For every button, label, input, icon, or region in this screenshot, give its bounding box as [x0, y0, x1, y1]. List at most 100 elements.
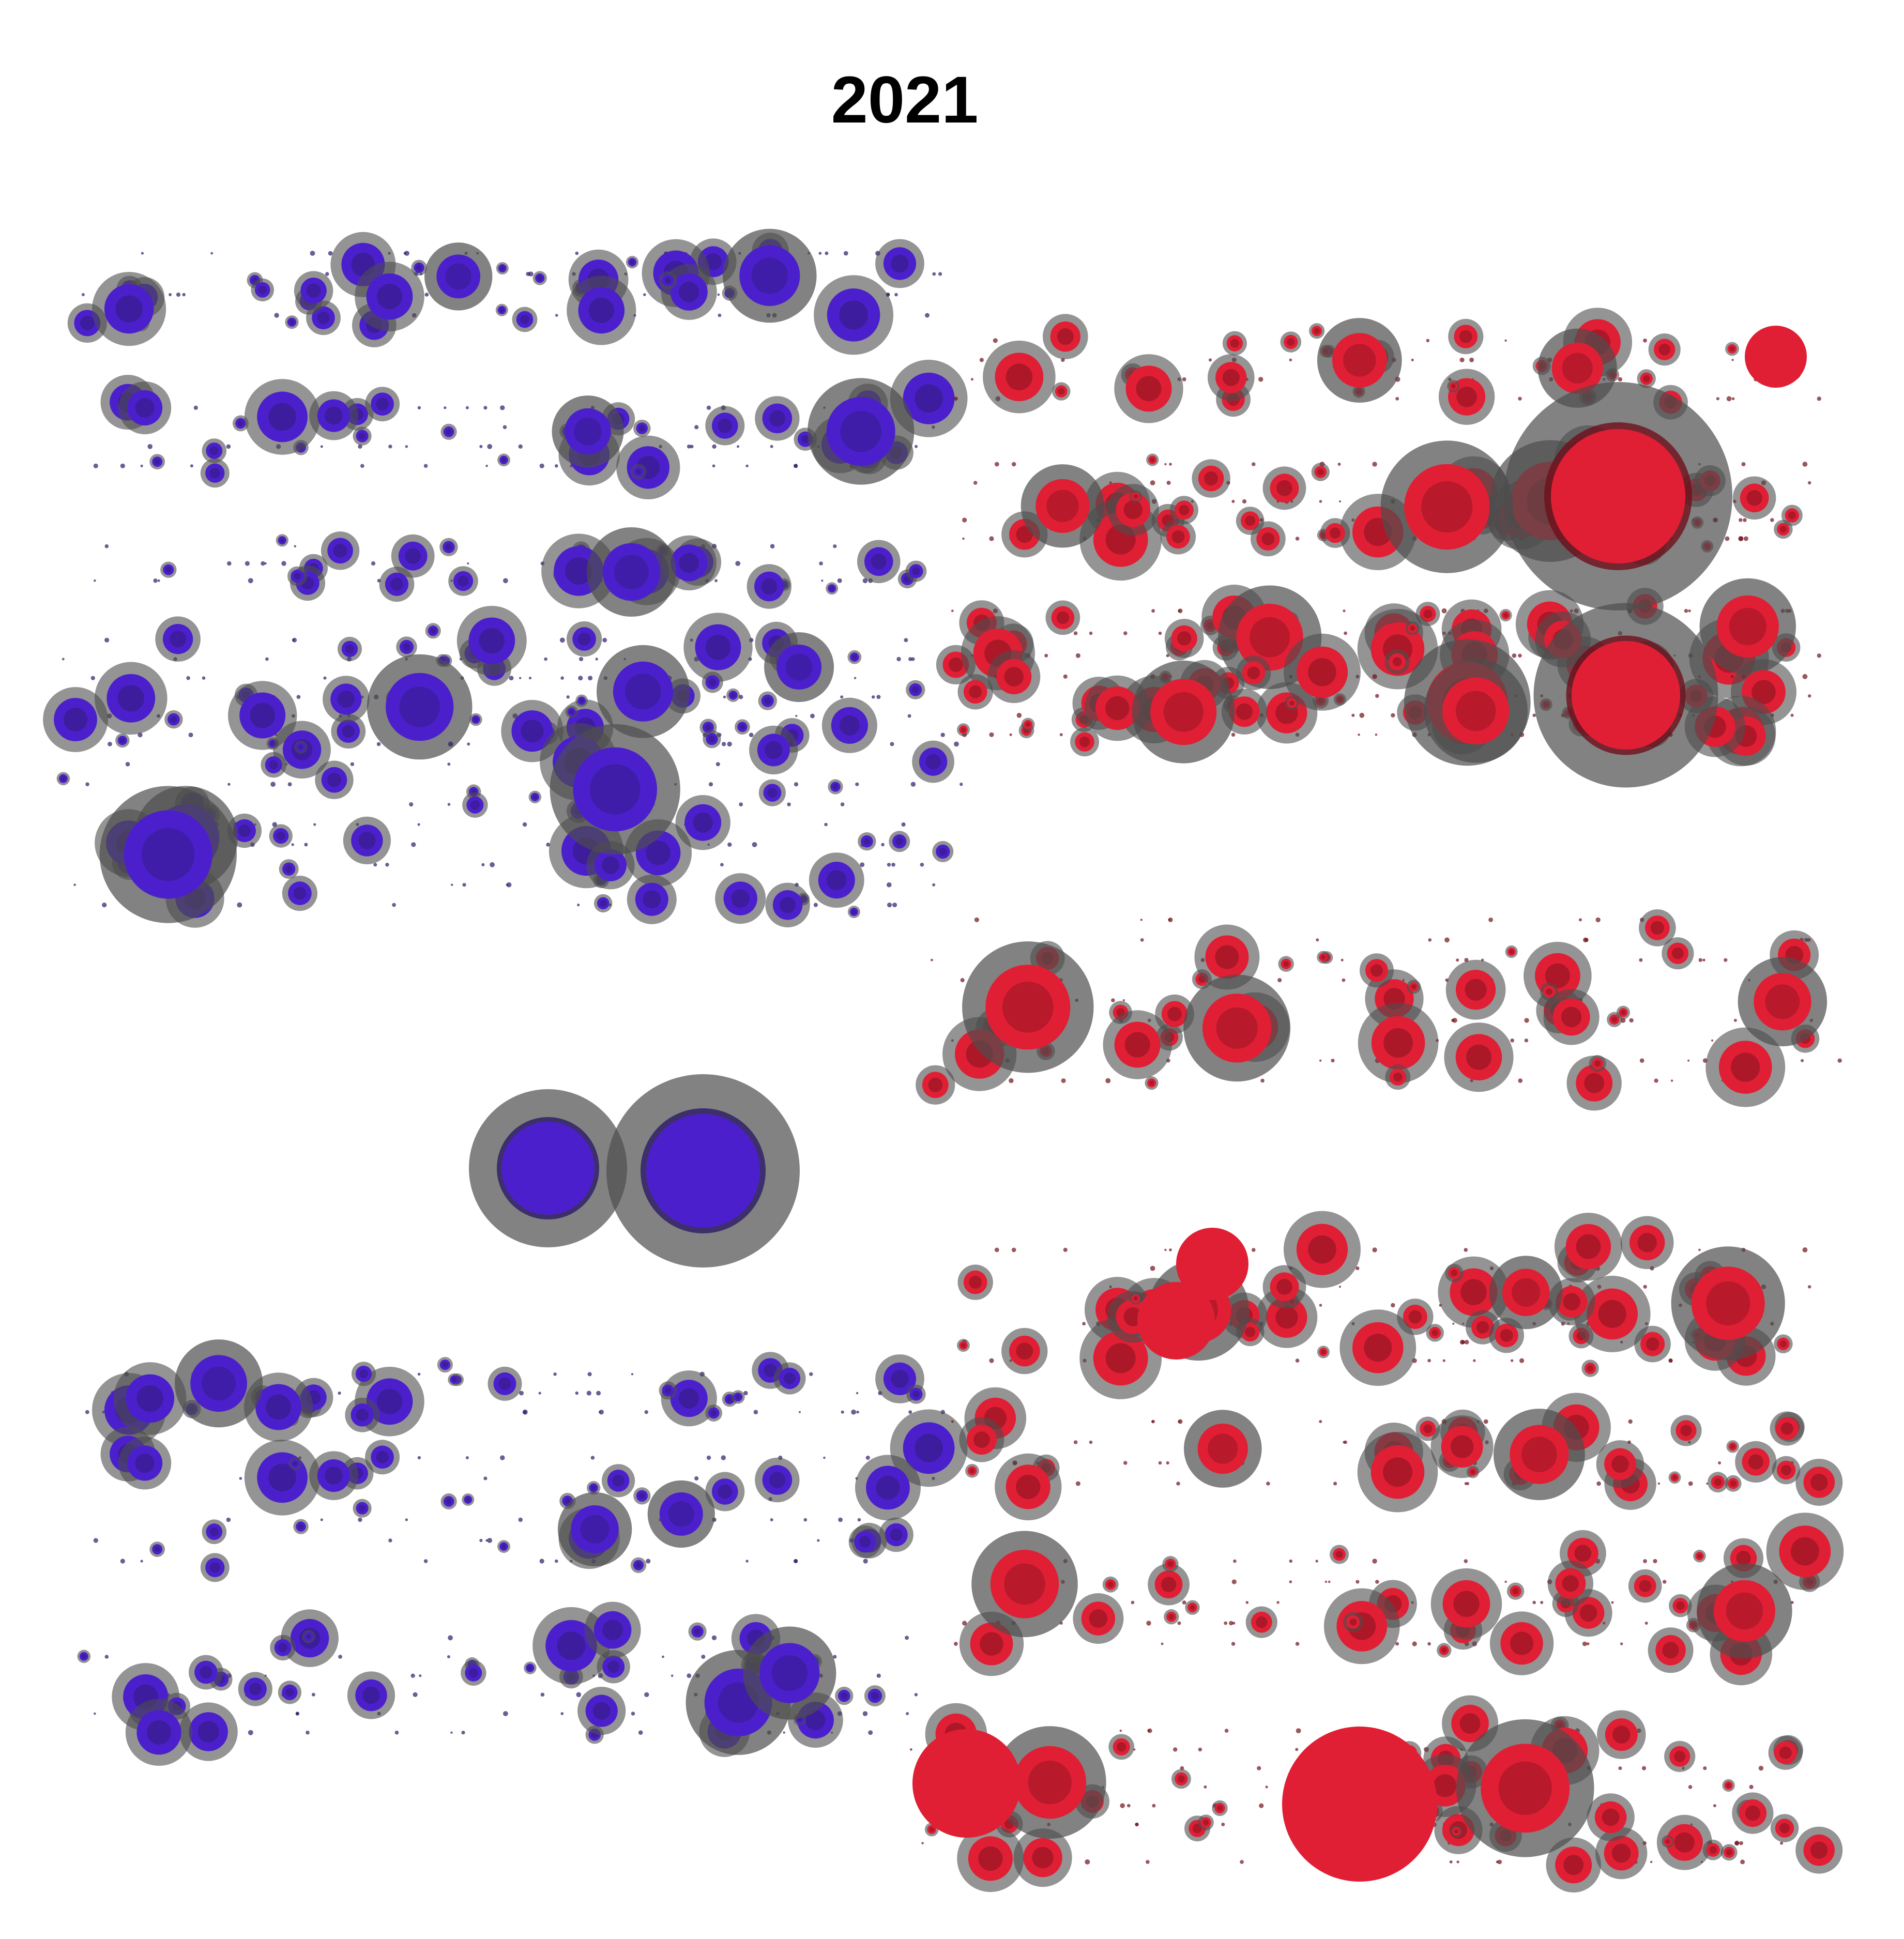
micro-dot — [1524, 1039, 1529, 1043]
bubble-core — [1451, 384, 1456, 389]
micro-dot — [140, 464, 143, 467]
bubble — [1095, 686, 1139, 730]
micro-dot — [644, 1692, 649, 1697]
bubble-core — [280, 538, 285, 543]
bubble-core — [499, 308, 505, 313]
micro-dot — [638, 1730, 643, 1735]
micro-dot — [417, 406, 421, 409]
micro-dot — [817, 1539, 820, 1542]
bubble — [1451, 1704, 1489, 1743]
bubble-core — [376, 1451, 389, 1464]
micro-dot — [182, 293, 186, 297]
micro-dot — [287, 782, 292, 787]
bubble-core — [643, 890, 661, 909]
bubble-core — [358, 832, 376, 849]
bubble-core — [1546, 988, 1553, 995]
bubble-core — [1563, 1855, 1584, 1875]
micro-dot — [1061, 1078, 1066, 1083]
micro-dot — [1456, 958, 1459, 962]
micro-dot — [518, 1517, 523, 1522]
micro-dot — [423, 464, 428, 468]
large-bubble — [1551, 342, 1603, 394]
micro-dot — [1618, 377, 1623, 381]
bubble-core — [209, 1527, 219, 1536]
bubble — [1165, 1559, 1176, 1570]
micro-dot — [818, 252, 822, 255]
micro-dot — [1073, 631, 1078, 635]
bubble-core — [1587, 1365, 1594, 1372]
micro-dot — [1738, 536, 1743, 541]
bubble — [1555, 1846, 1592, 1884]
bubble — [257, 391, 308, 442]
bubble — [772, 890, 803, 920]
bubble-core — [1611, 1016, 1618, 1022]
micro-dot — [745, 1560, 749, 1563]
bubble — [117, 736, 127, 745]
bubble — [1654, 339, 1675, 360]
bubble — [235, 418, 246, 429]
bubble — [594, 849, 627, 881]
micro-dot — [519, 677, 522, 679]
bubble-core — [430, 628, 436, 634]
bubble-core — [961, 727, 966, 732]
bubble — [757, 734, 790, 767]
micro-dot — [1316, 938, 1319, 942]
micro-dot — [1147, 1729, 1150, 1732]
micro-dot — [153, 578, 158, 583]
micro-dot — [1629, 1018, 1634, 1023]
bubble — [1441, 1426, 1483, 1468]
micro-dot — [1375, 1580, 1379, 1584]
large-bubble-core — [1729, 607, 1766, 646]
micro-dot — [1643, 1285, 1647, 1289]
micro-dot — [553, 1372, 557, 1376]
bubble — [633, 1560, 644, 1570]
bubble — [351, 825, 383, 857]
bubble-core — [473, 717, 478, 722]
giant-bubble — [1551, 429, 1685, 563]
bubble — [1319, 953, 1328, 961]
micro-dot — [920, 863, 924, 867]
bubble — [1471, 1316, 1495, 1339]
large-bubble — [1481, 1744, 1570, 1833]
bubble-core — [915, 1433, 943, 1462]
bubble-core — [826, 870, 847, 891]
micro-dot — [417, 1456, 421, 1460]
micro-dot — [413, 1692, 418, 1697]
bubble-core — [928, 1077, 943, 1092]
bubble — [864, 547, 893, 576]
micro-dot — [94, 1712, 96, 1715]
micro-dot — [910, 782, 916, 787]
micro-dot — [295, 1712, 299, 1716]
micro-dot — [338, 1655, 342, 1659]
micro-dot — [1166, 481, 1171, 485]
bubble-core — [268, 1463, 296, 1492]
micro-dot — [1643, 1559, 1647, 1563]
micro-dot — [714, 579, 718, 583]
bubble — [106, 674, 156, 723]
bubble-core — [779, 897, 796, 913]
micro-dot — [140, 1560, 143, 1563]
micro-dot — [1684, 609, 1688, 613]
micro-dot — [1063, 674, 1068, 679]
bubble-core — [337, 691, 355, 708]
micro-dot — [720, 863, 724, 867]
large-bubble-core — [1163, 692, 1204, 732]
micro-dot — [306, 1730, 310, 1735]
micro-dot — [1743, 518, 1747, 522]
bubble — [466, 796, 484, 814]
micro-dot — [487, 1538, 493, 1543]
micro-dot — [1726, 396, 1732, 402]
micro-dot — [248, 1730, 253, 1735]
micro-dot — [954, 741, 959, 747]
micro-dot — [419, 1674, 422, 1677]
bubble-core — [359, 1505, 366, 1512]
micro-dot — [1324, 1580, 1328, 1583]
bubble — [1270, 474, 1299, 503]
micro-dot — [745, 464, 749, 467]
bubble — [572, 627, 596, 651]
large-bubble — [759, 1643, 820, 1703]
bubble — [1420, 606, 1436, 622]
bubble-core — [805, 1710, 826, 1731]
bubble-core — [317, 311, 330, 324]
micro-dot — [737, 445, 740, 448]
